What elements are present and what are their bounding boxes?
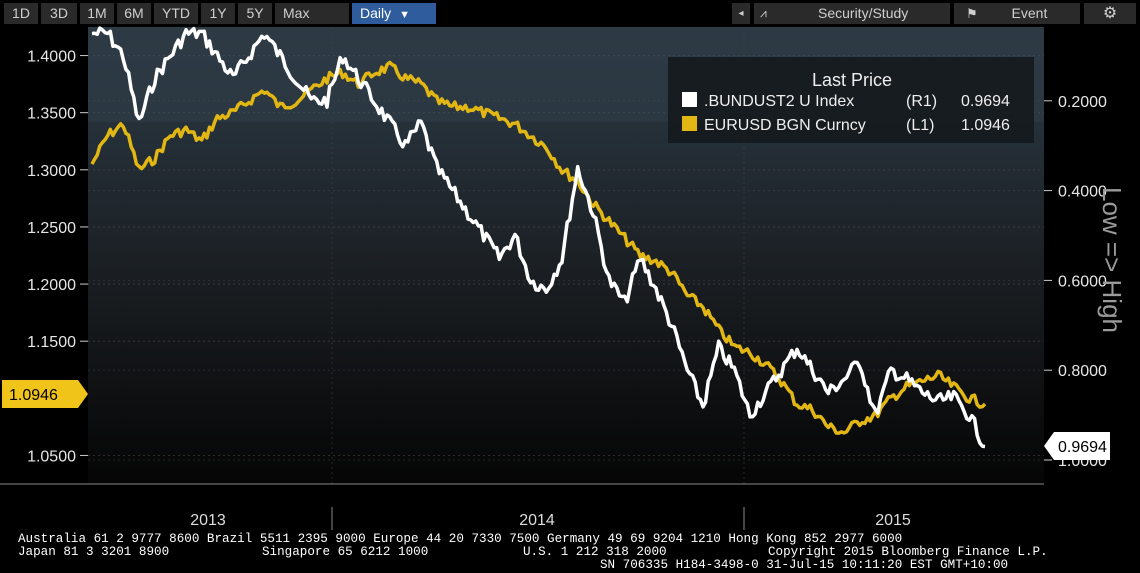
security-study-label: Security/Study [818,5,909,21]
last-value-tag-left: 1.0946 [2,380,88,408]
legend-axis-eurusd: (L1) [906,117,934,134]
footer-line-1: Australia 61 2 9777 8600 Brazil 5511 239… [18,532,902,546]
toolbar: 1D 3D 1M 6M YTD 1Y 5Y Max Daily ▼ ◂ ⩘ Sec… [0,0,1140,27]
frequency-label: Daily [360,5,392,21]
right-tick-label: 0.8000 [1058,363,1107,380]
chart-icon: ⩘ [760,6,767,20]
range-1m-button[interactable]: 1M [80,3,114,24]
collapse-left-icon[interactable]: ◂ [732,3,750,24]
event-label: Event [1011,5,1048,21]
legend-name-bund: .BUNDUST2 U Index [704,93,854,110]
legend-swatch-bund [682,92,697,107]
series-line-bundust2 [91,26,986,449]
flag-icon: ⚑ [966,6,978,21]
legend-swatch-eurusd [682,116,697,131]
left-tick-label: 1.3500 [27,106,76,123]
last-value-right: 0.9694 [1058,439,1107,456]
gear-icon[interactable]: ⚙ [1084,3,1136,24]
left-tick-label: 1.0500 [27,448,76,465]
x-tick-label-2015: 2015 [875,512,911,529]
right-tick-label: 0.6000 [1058,273,1107,290]
series-line-eurusd [90,60,987,435]
left-tick-label: 1.4000 [27,49,76,66]
right-tick-label: 0.4000 [1058,184,1107,201]
chevron-down-icon: ▼ [399,9,411,21]
x-tick-label-2014: 2014 [519,512,555,529]
footer-japan: Japan 81 3 3201 8900 [18,545,169,559]
last-value-left: 1.0946 [9,387,58,404]
frequency-dropdown[interactable]: Daily ▼ [352,3,436,24]
legend-value-bund: 0.9694 [961,93,1010,110]
left-tick-label: 1.2500 [27,220,76,237]
left-tick-label: 1.2000 [27,277,76,294]
range-3d-button[interactable]: 3D [41,3,77,24]
footer-us: U.S. 1 212 318 2000 [523,545,667,559]
legend-title: Last Price [812,70,892,90]
right-tick-label: 0.2000 [1058,94,1107,111]
footer-copyright: Copyright 2015 Bloomberg Finance L.P. [768,545,1048,559]
right-axis-title: Low => High [1097,187,1127,333]
x-axis-dividers [331,507,745,530]
legend-name-eurusd: EURUSD BGN Curncy [704,117,866,134]
event-button[interactable]: ⚑ Event [954,3,1080,24]
x-tick-label-2013: 2013 [190,512,226,529]
range-ytd-button[interactable]: YTD [154,3,198,24]
security-study-button[interactable]: ⩘ Security/Study [754,3,950,24]
range-6m-button[interactable]: 6M [117,3,151,24]
legend-axis-bund: (R1) [906,93,937,110]
footer-singapore: Singapore 65 6212 1000 [262,545,428,559]
range-max-button[interactable]: Max [275,3,349,24]
range-5y-button[interactable]: 5Y [238,3,272,24]
footer-line-3: SN 706335 H184-3498-0 31-Jul-15 10:11:20… [600,558,1008,572]
range-1y-button[interactable]: 1Y [201,3,235,24]
legend: Last Price .BUNDUST2 U Index (R1) 0.9694… [668,57,1034,143]
left-axis: 1.4000 1.3500 1.3000 1.2500 1.2000 1.1500 1.05… [27,49,88,465]
range-1d-button[interactable]: 1D [4,3,38,24]
left-tick-label: 1.3000 [27,163,76,180]
left-tick-label: 1.1500 [27,334,76,351]
last-value-tag-right: 0.9694 [1044,432,1110,460]
legend-value-eurusd: 1.0946 [961,117,1010,134]
